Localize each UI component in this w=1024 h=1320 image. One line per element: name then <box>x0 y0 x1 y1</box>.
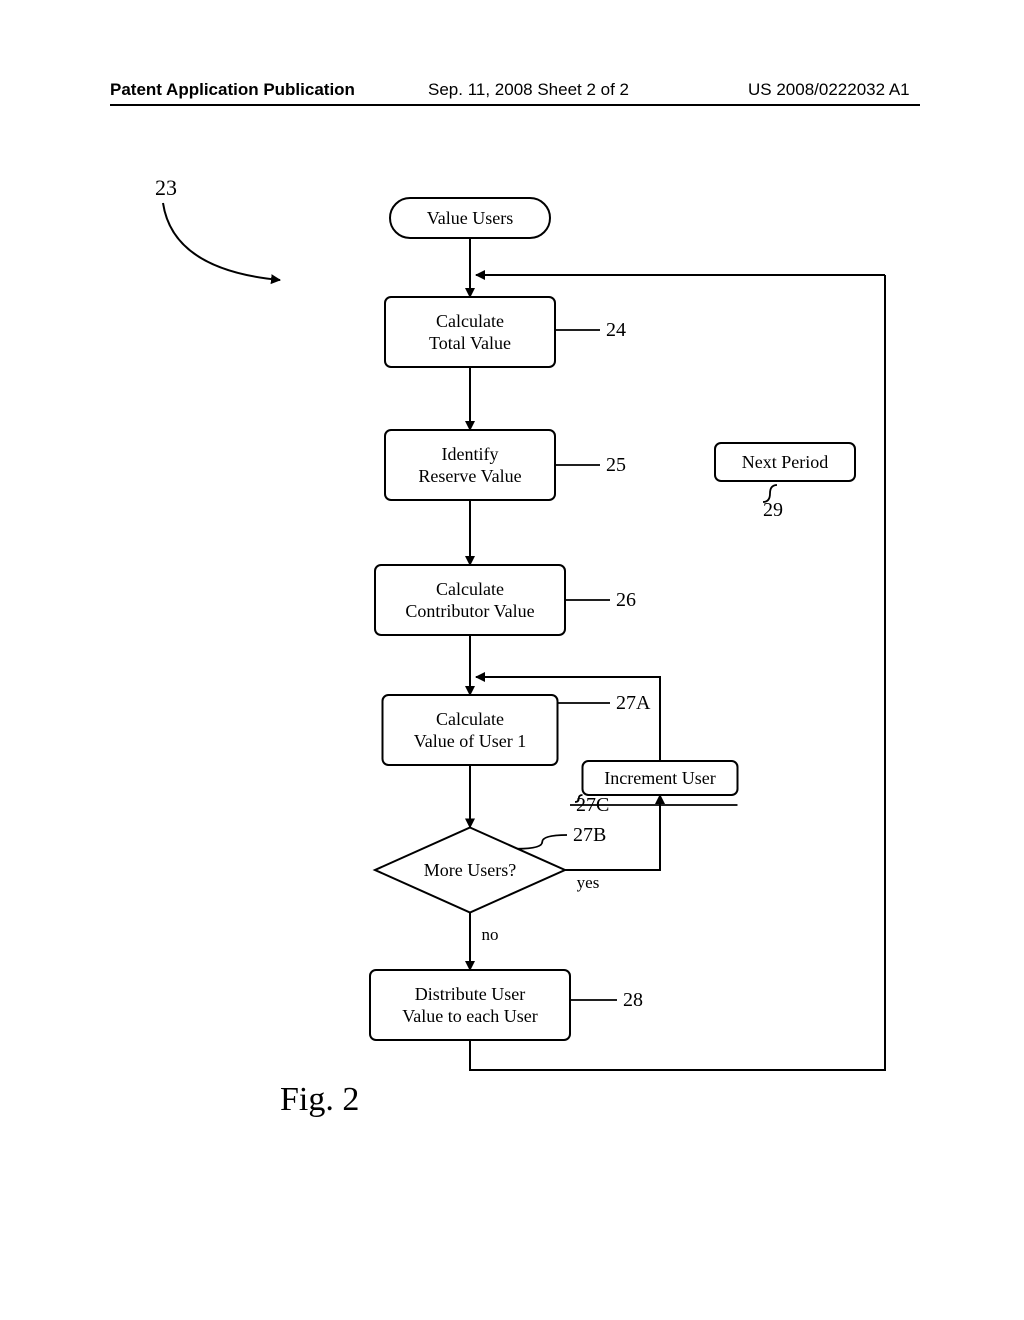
svg-text:28: 28 <box>623 989 643 1011</box>
svg-text:Reserve Value: Reserve Value <box>418 466 521 486</box>
svg-text:Identify: Identify <box>442 444 499 464</box>
svg-text:Fig. 2: Fig. 2 <box>280 1081 359 1118</box>
svg-text:no: no <box>482 925 499 944</box>
svg-text:25: 25 <box>606 454 626 476</box>
svg-text:Calculate: Calculate <box>436 709 504 729</box>
svg-text:Next Period: Next Period <box>742 452 828 472</box>
svg-text:Contributor Value: Contributor Value <box>405 601 534 621</box>
svg-text:Distribute User: Distribute User <box>415 984 525 1004</box>
svg-text:Value of User 1: Value of User 1 <box>414 731 526 751</box>
svg-text:23: 23 <box>155 175 177 200</box>
svg-text:Value Users: Value Users <box>427 208 513 228</box>
flowchart-svg: Value UsersCalculateTotal Value24Identif… <box>0 0 1024 1320</box>
svg-text:More Users?: More Users? <box>424 860 516 880</box>
svg-text:Total Value: Total Value <box>429 333 511 353</box>
svg-text:Calculate: Calculate <box>436 311 504 331</box>
svg-text:27A: 27A <box>616 692 651 714</box>
svg-text:Value to each User: Value to each User <box>402 1006 537 1026</box>
svg-text:24: 24 <box>606 319 626 341</box>
svg-text:yes: yes <box>577 873 600 892</box>
svg-text:26: 26 <box>616 589 636 611</box>
patent-page: Patent Application Publication Sep. 11, … <box>0 0 1024 1320</box>
svg-text:27B: 27B <box>573 824 606 846</box>
svg-text:Increment User: Increment User <box>604 768 715 788</box>
svg-text:Calculate: Calculate <box>436 579 504 599</box>
